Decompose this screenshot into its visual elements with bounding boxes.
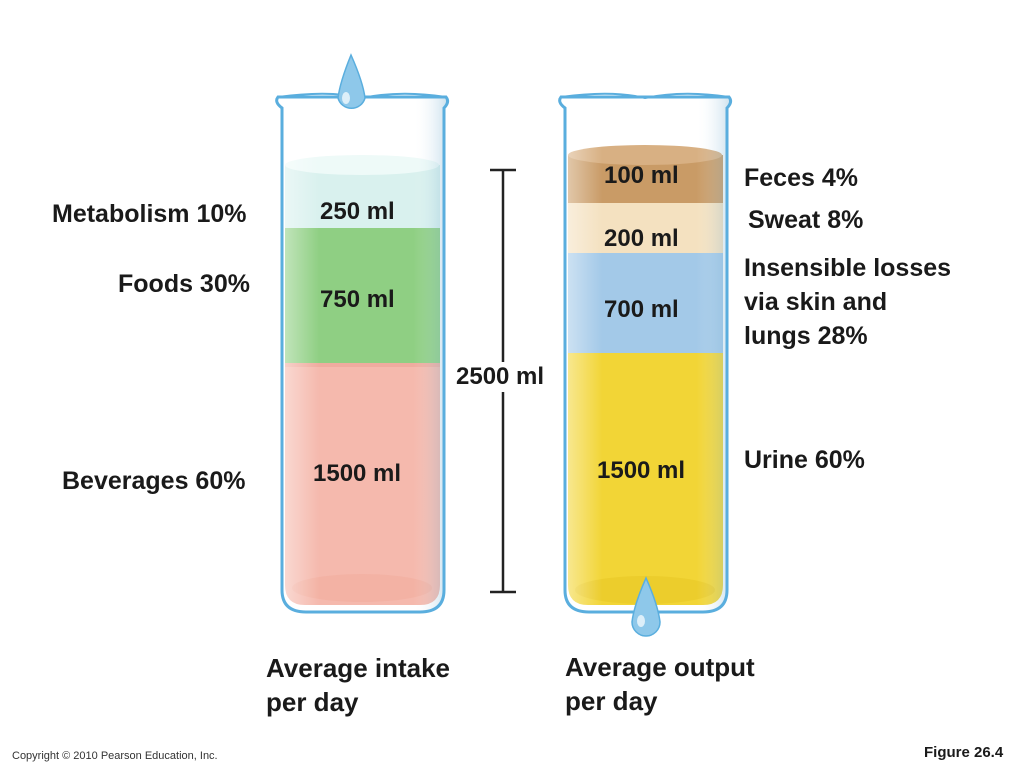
output-volume-insensible: 700 ml	[604, 296, 679, 323]
output-beaker-icon	[558, 92, 733, 614]
intake-volume-metabolism: 250 ml	[320, 198, 395, 225]
intake-caption: Average intake per day	[266, 651, 450, 719]
copyright-text: Copyright © 2010 Pearson Education, Inc.	[12, 750, 218, 762]
output-label-urine: Urine 60%	[744, 446, 865, 474]
total-volume: 2500 ml	[456, 363, 545, 390]
output-caption-line-1: Average output	[565, 652, 755, 682]
total-bracket	[490, 168, 516, 594]
output-volume-urine: 1500 ml	[597, 457, 686, 484]
output-label-insensible-line-3: lungs 28%	[744, 322, 868, 350]
output-volume-sweat: 200 ml	[604, 225, 679, 252]
intake-label-metabolism: Metabolism 10%	[52, 200, 247, 228]
intake-caption-line-2: per day	[266, 687, 359, 717]
output-caption: Average output per day	[565, 650, 755, 718]
intake-volume-beverages: 1500 ml	[313, 460, 402, 487]
figure-number: Figure 26.4	[924, 744, 1004, 761]
intake-volume-foods: 750 ml	[320, 286, 395, 313]
output-caption-line-2: per day	[565, 686, 658, 716]
output-label-insensible-line-1: Insensible losses	[744, 254, 952, 282]
output-label-insensible-line-2: via skin and	[744, 288, 888, 316]
output-label-insensible: Insensible losses via skin and lungs 28%	[744, 251, 951, 353]
output-label-feces: Feces 4%	[744, 164, 858, 192]
intake-caption-line-1: Average intake	[266, 653, 451, 683]
output-volume-feces: 100 ml	[604, 162, 679, 189]
output-label-sweat: Sweat 8%	[748, 206, 864, 234]
water-drop-icon	[337, 53, 366, 110]
intake-label-beverages: Beverages 60%	[62, 467, 246, 495]
intake-label-foods: Foods 30%	[118, 270, 250, 298]
intake-beaker-icon	[275, 92, 450, 614]
